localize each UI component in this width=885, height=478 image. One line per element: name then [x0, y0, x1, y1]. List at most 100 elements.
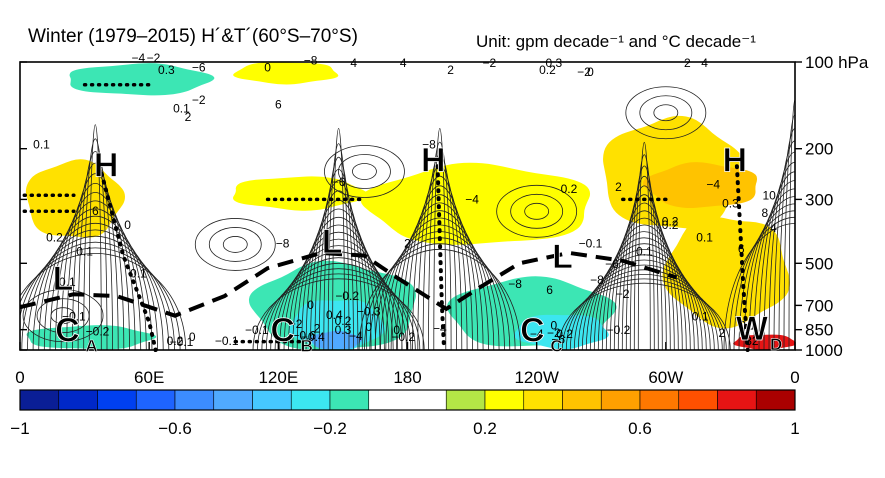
height-contour	[49, 200, 142, 350]
height-contour	[27, 229, 164, 350]
height-contour	[323, 156, 354, 350]
height-contour	[406, 185, 473, 350]
height-contour	[422, 154, 457, 350]
contour-label: 0.1	[33, 138, 50, 152]
contour-label: −2	[482, 56, 496, 70]
height-contour	[625, 86, 707, 140]
contour-label: 2	[404, 236, 411, 250]
contour-label: 6	[738, 242, 745, 256]
colorbar-swatch	[600, 389, 641, 411]
height-contour	[723, 223, 795, 350]
height-contour	[252, 278, 425, 350]
height-contour	[310, 190, 368, 350]
height-contour	[783, 114, 795, 350]
height-contour	[288, 231, 390, 350]
contour-label: −2	[577, 65, 591, 79]
height-contour	[338, 154, 391, 189]
contour-label: 0	[587, 65, 594, 79]
height-contour	[569, 269, 719, 350]
feature-label-c: C	[55, 312, 80, 350]
feature-label-h: H	[94, 147, 119, 185]
feature-label-l: L	[53, 260, 74, 298]
ridge-dotted-line	[435, 164, 447, 352]
contour-label: −8	[590, 273, 604, 287]
contour-label: 0	[365, 320, 372, 334]
contour-label: −2	[547, 326, 561, 340]
height-contour	[748, 188, 795, 350]
height-contour	[20, 241, 175, 350]
height-contour	[261, 268, 416, 350]
contour-label: 6	[92, 204, 99, 218]
height-contour	[38, 215, 153, 350]
colorbar-swatch	[213, 389, 253, 411]
contour-label: 0.1	[739, 319, 756, 333]
contour-label: 0	[189, 330, 196, 344]
colorbar-frame	[19, 389, 796, 411]
feature-label-l: L	[322, 223, 343, 261]
contour-label: −0.1	[245, 323, 269, 337]
height-contour	[601, 224, 687, 350]
height-contour	[758, 171, 795, 350]
contour-label: 0.1	[173, 102, 190, 116]
height-contour	[412, 175, 468, 350]
contour-label: 2	[447, 63, 454, 77]
contour-label: −0.1	[170, 335, 194, 349]
height-contour	[738, 203, 795, 350]
contour-label: 2	[314, 322, 321, 336]
height-contour	[743, 196, 795, 350]
height-contour	[573, 264, 715, 350]
contour-label: −0.2	[86, 324, 110, 338]
contour-label: −6	[332, 175, 346, 189]
height-contour	[265, 262, 412, 350]
x-tick-label: 60E	[134, 368, 164, 387]
contour-label: 2	[718, 326, 725, 340]
colorbar-tick-label: −0.2	[313, 419, 347, 438]
contour-label: −0.2	[335, 289, 359, 303]
height-contour	[773, 140, 795, 350]
contour-label: −0.1	[62, 310, 86, 324]
contour-label: −0.4	[301, 330, 325, 344]
contour-label: 4	[350, 56, 357, 70]
colorbar-swatch	[252, 389, 292, 411]
colorbar-tick-label: −0.6	[158, 419, 192, 438]
height-contour	[581, 254, 707, 350]
contour-label: 0.4	[326, 308, 343, 322]
height-contour	[728, 216, 795, 350]
x-tick-label: 120W	[514, 368, 558, 387]
height-contour	[314, 180, 363, 350]
contour-label: 10	[762, 188, 776, 202]
height-contour	[589, 243, 699, 350]
contour-label: 0.2	[167, 334, 184, 348]
contour-label: −8	[508, 277, 522, 291]
temperature-region	[233, 62, 339, 85]
colorbar-swatch	[445, 389, 486, 411]
height-contour	[21, 235, 170, 350]
contour-label: 0.3	[158, 63, 175, 77]
contour-label: 0.3	[722, 196, 739, 210]
height-contour	[585, 248, 703, 350]
contour-label: 8	[762, 206, 769, 220]
colorbar: −1 −0.6 −0.2 0.2 0.6 1	[10, 389, 800, 438]
feature-subscript: A	[85, 337, 97, 356]
contour-label: −0.6	[292, 329, 316, 343]
contour-label: 2	[185, 110, 192, 124]
contour-label: 6	[275, 97, 282, 111]
height-contour	[257, 273, 421, 350]
contour-label: 0	[551, 319, 558, 333]
contour-label: −0.3	[357, 305, 381, 319]
feature-markers: H H HLL LC A C B C C W D	[52, 141, 782, 356]
contour-label: 2	[684, 56, 691, 70]
contour-label: 0	[264, 61, 271, 75]
feature-label-h: H	[722, 142, 747, 180]
contour-label: −2	[289, 317, 303, 331]
contour-label: 0.2	[539, 63, 556, 77]
height-contour	[593, 237, 695, 350]
contour-label: 0.2	[556, 327, 573, 341]
colorbar-swatch	[97, 389, 137, 411]
height-contour	[352, 163, 377, 180]
colorbar-tick-label: 1	[790, 419, 799, 438]
colorbar-swatch	[19, 389, 60, 411]
